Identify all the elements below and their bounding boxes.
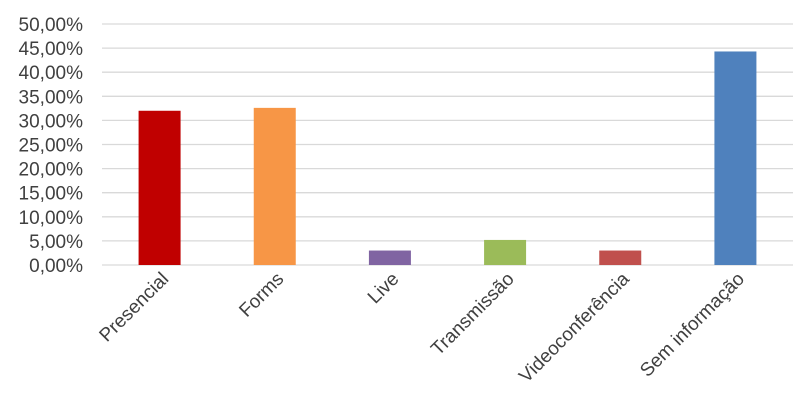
bar-1 — [253, 107, 296, 265]
x-category-label: Live — [364, 269, 403, 308]
bar-0 — [138, 110, 181, 265]
bar-3 — [484, 239, 527, 265]
x-category-label: Transmissão — [427, 269, 518, 360]
x-category-label: Forms — [235, 269, 288, 322]
y-tick-label: 0,00% — [29, 256, 83, 277]
y-tick-label: 50,00% — [19, 15, 84, 36]
y-tick-label: 20,00% — [19, 160, 84, 181]
x-category-label: Sem informação — [636, 269, 749, 382]
y-tick-label: 5,00% — [29, 232, 83, 253]
y-tick-label: 10,00% — [19, 208, 84, 229]
y-tick-label: 25,00% — [19, 136, 84, 157]
bar-2 — [368, 250, 411, 265]
x-axis-category-labels: Presencial Forms Live TransmissãoVideoconfe… — [96, 268, 749, 387]
bar-4 — [599, 250, 642, 265]
y-tick-label: 15,00% — [19, 184, 84, 205]
gridlines — [102, 23, 793, 266]
y-tick-label: 45,00% — [19, 39, 84, 60]
bar-5 — [714, 51, 757, 265]
x-category-label: Videoconferência — [515, 268, 634, 387]
bars — [138, 51, 757, 265]
y-tick-label: 40,00% — [19, 63, 84, 84]
y-tick-label: 30,00% — [19, 111, 84, 132]
y-tick-label: 35,00% — [19, 87, 84, 108]
x-category-label: Presencial — [96, 269, 174, 347]
y-axis-tick-labels: 0,00% 5,00% 10,00% 15,00% 20,00% 25,00% 30,00%… — [19, 15, 84, 277]
